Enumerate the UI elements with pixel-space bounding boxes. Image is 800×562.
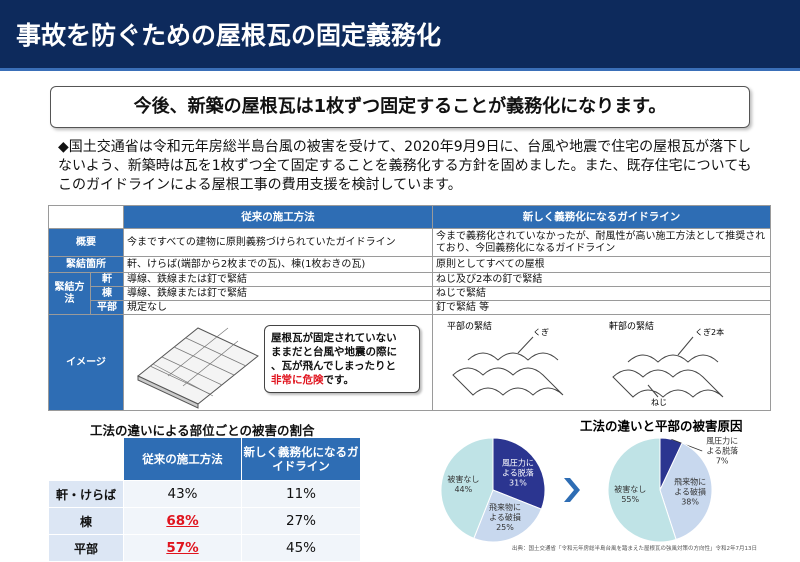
- cell: ねじ及び2本の釘で緊結: [432, 272, 771, 287]
- slice-value: 38%: [681, 497, 699, 506]
- damage-table-body: 従来の施工方法 新しく義務化になるガイドライン 軒・けらば 43% 11% 棟 68% 2…: [48, 437, 361, 562]
- image-cell: 屋根瓦が固定されていない ままだと台風や地震の際に 、瓦が飛んでしまったりと 非…: [123, 314, 433, 411]
- slice-label: よる脱落: [502, 468, 534, 478]
- slice-value: 44%: [454, 485, 472, 494]
- row: 軒・けらば 43% 11%: [48, 480, 361, 508]
- pie-charts: 工法の違いと平部の被害原因 出典：国土交通省「令和元年房総半島台風を踏まえた屋根…: [440, 419, 757, 552]
- slice-label: 飛来物に: [674, 476, 706, 486]
- slice-value: 25%: [496, 523, 514, 532]
- sub-label: 軒: [90, 272, 124, 287]
- row-label: 緊結方法: [48, 272, 91, 315]
- column-header: 新しく義務化になるガイドライン: [432, 205, 771, 229]
- slice-label: 風圧力に: [706, 436, 738, 446]
- cell: 45%: [241, 534, 361, 562]
- callout-end: です。: [323, 374, 354, 386]
- cell: 68%: [123, 507, 242, 535]
- column-header: 従来の施工方法: [123, 437, 242, 481]
- row-label: 概要: [48, 228, 124, 257]
- row-label: イメージ: [48, 314, 124, 411]
- cell: 今まですべての建物に原則義務づけられていたガイドライン: [123, 228, 433, 257]
- callout: 屋根瓦が固定されていない ままだと台風や地震の際に 、瓦が飛んでしまったりと 非…: [264, 325, 420, 393]
- roof-illustration: [137, 327, 259, 409]
- source: 出典：国土交通省「令和元年房総半島台風を踏まえた屋根瓦の強風対策の方向性」令和2…: [512, 544, 757, 552]
- diagram-label: 軒部の緊結: [609, 320, 654, 332]
- slice-label: 被害なし: [614, 484, 646, 494]
- cell: 57%: [123, 534, 242, 562]
- blank-cell: [48, 437, 124, 481]
- slice-label: 被害なし: [447, 474, 479, 484]
- slice-label: よる破損: [674, 486, 706, 496]
- diagram-label: くぎ2本: [695, 327, 724, 337]
- fixing-diagram: 平部の緊結 軒部の緊結 くぎ くぎ2本 ねじ: [447, 320, 724, 407]
- slice-value: 55%: [621, 495, 639, 504]
- slice-label: よる破損: [489, 512, 521, 522]
- cell: 27%: [241, 507, 361, 535]
- callout-line: ままだと台風や地震の際に: [271, 346, 397, 358]
- damage-table: 従来の施工方法 新しく義務化になるガイドライン 軒・けらば 43% 11% 棟 68% 2…: [48, 437, 361, 562]
- row-label: 軒・けらば: [48, 480, 124, 508]
- pie-title: 工法の違いと平部の被害原因: [580, 419, 743, 434]
- cell: 原則としてすべての屋根: [432, 256, 771, 273]
- cell: 導線、鉄線または釘で緊結: [123, 286, 433, 301]
- sub-label: 平部: [90, 300, 124, 315]
- slice-label: 飛来物に: [489, 502, 521, 512]
- column-header: 新しく義務化になるガイドライン: [241, 437, 361, 481]
- row-label: 緊結箇所: [48, 256, 124, 273]
- cell: 軒、けらば(端部から2枚までの瓦)、棟(1枚おきの瓦): [123, 256, 433, 273]
- pie-slice: [440, 437, 494, 539]
- cell: 釘で緊結 等: [432, 300, 771, 315]
- slice-label: 風圧力に: [502, 458, 534, 468]
- cell: 規定なし: [123, 300, 433, 315]
- damage-table-title: 工法の違いによる部位ごとの被害の割合: [90, 423, 315, 438]
- row: 平部 57% 45%: [48, 534, 361, 562]
- cell: ねじで緊結: [432, 286, 771, 301]
- cell: 11%: [241, 480, 361, 508]
- header: 事故を防ぐための屋根瓦の固定義務化: [0, 0, 800, 71]
- pie-slice: [607, 437, 677, 543]
- row-label: 棟: [48, 507, 124, 535]
- cell: 今まで義務化されていなかったが、耐風性が高い施工方法として推奨されており、今回義…: [432, 228, 771, 257]
- diagram-label: 平部の緊結: [447, 320, 492, 332]
- lead-box: 今後、新築の屋根瓦は1枚ずつ固定することが義務化になります。: [50, 86, 750, 128]
- row: 棟 68% 27%: [48, 507, 361, 535]
- diagram-label: くぎ: [533, 327, 549, 337]
- image-cell: 平部の緊結 軒部の緊結 くぎ くぎ2本 ねじ: [432, 314, 771, 411]
- slice-label: よる脱落: [706, 446, 738, 456]
- slice-value: 7%: [716, 457, 729, 466]
- callout-line: 屋根瓦が固定されていない: [271, 332, 397, 344]
- body-text: ◆国土交通省は令和元年房総半島台風の被害を受けて、2020年9月9日に、台風や地…: [58, 139, 752, 193]
- sub-label: 棟: [90, 286, 124, 301]
- column-header: 従来の施工方法: [123, 205, 433, 229]
- cell: 43%: [123, 480, 242, 508]
- pie-slice: [473, 489, 542, 543]
- header-title: 事故を防ぐための屋根瓦の固定義務化: [16, 21, 442, 50]
- guideline-table: 従来の施工方法 新しく義務化になるガイドライン 概要 今まですべての建物に原則義…: [48, 205, 771, 411]
- blank-cell: [48, 205, 124, 229]
- diagram-label: ねじ: [651, 398, 667, 407]
- arrow: [564, 478, 580, 502]
- cell: 導線、鉄線または釘で緊結: [123, 272, 433, 287]
- callout-line: 、瓦が飛んでしまったりと: [271, 360, 397, 372]
- pie-slice: [492, 437, 546, 510]
- row-label: 平部: [48, 534, 124, 562]
- slice-value: 31%: [509, 479, 527, 488]
- callout-emphasis: 非常に危険: [271, 374, 324, 386]
- pie-slice: [659, 442, 713, 541]
